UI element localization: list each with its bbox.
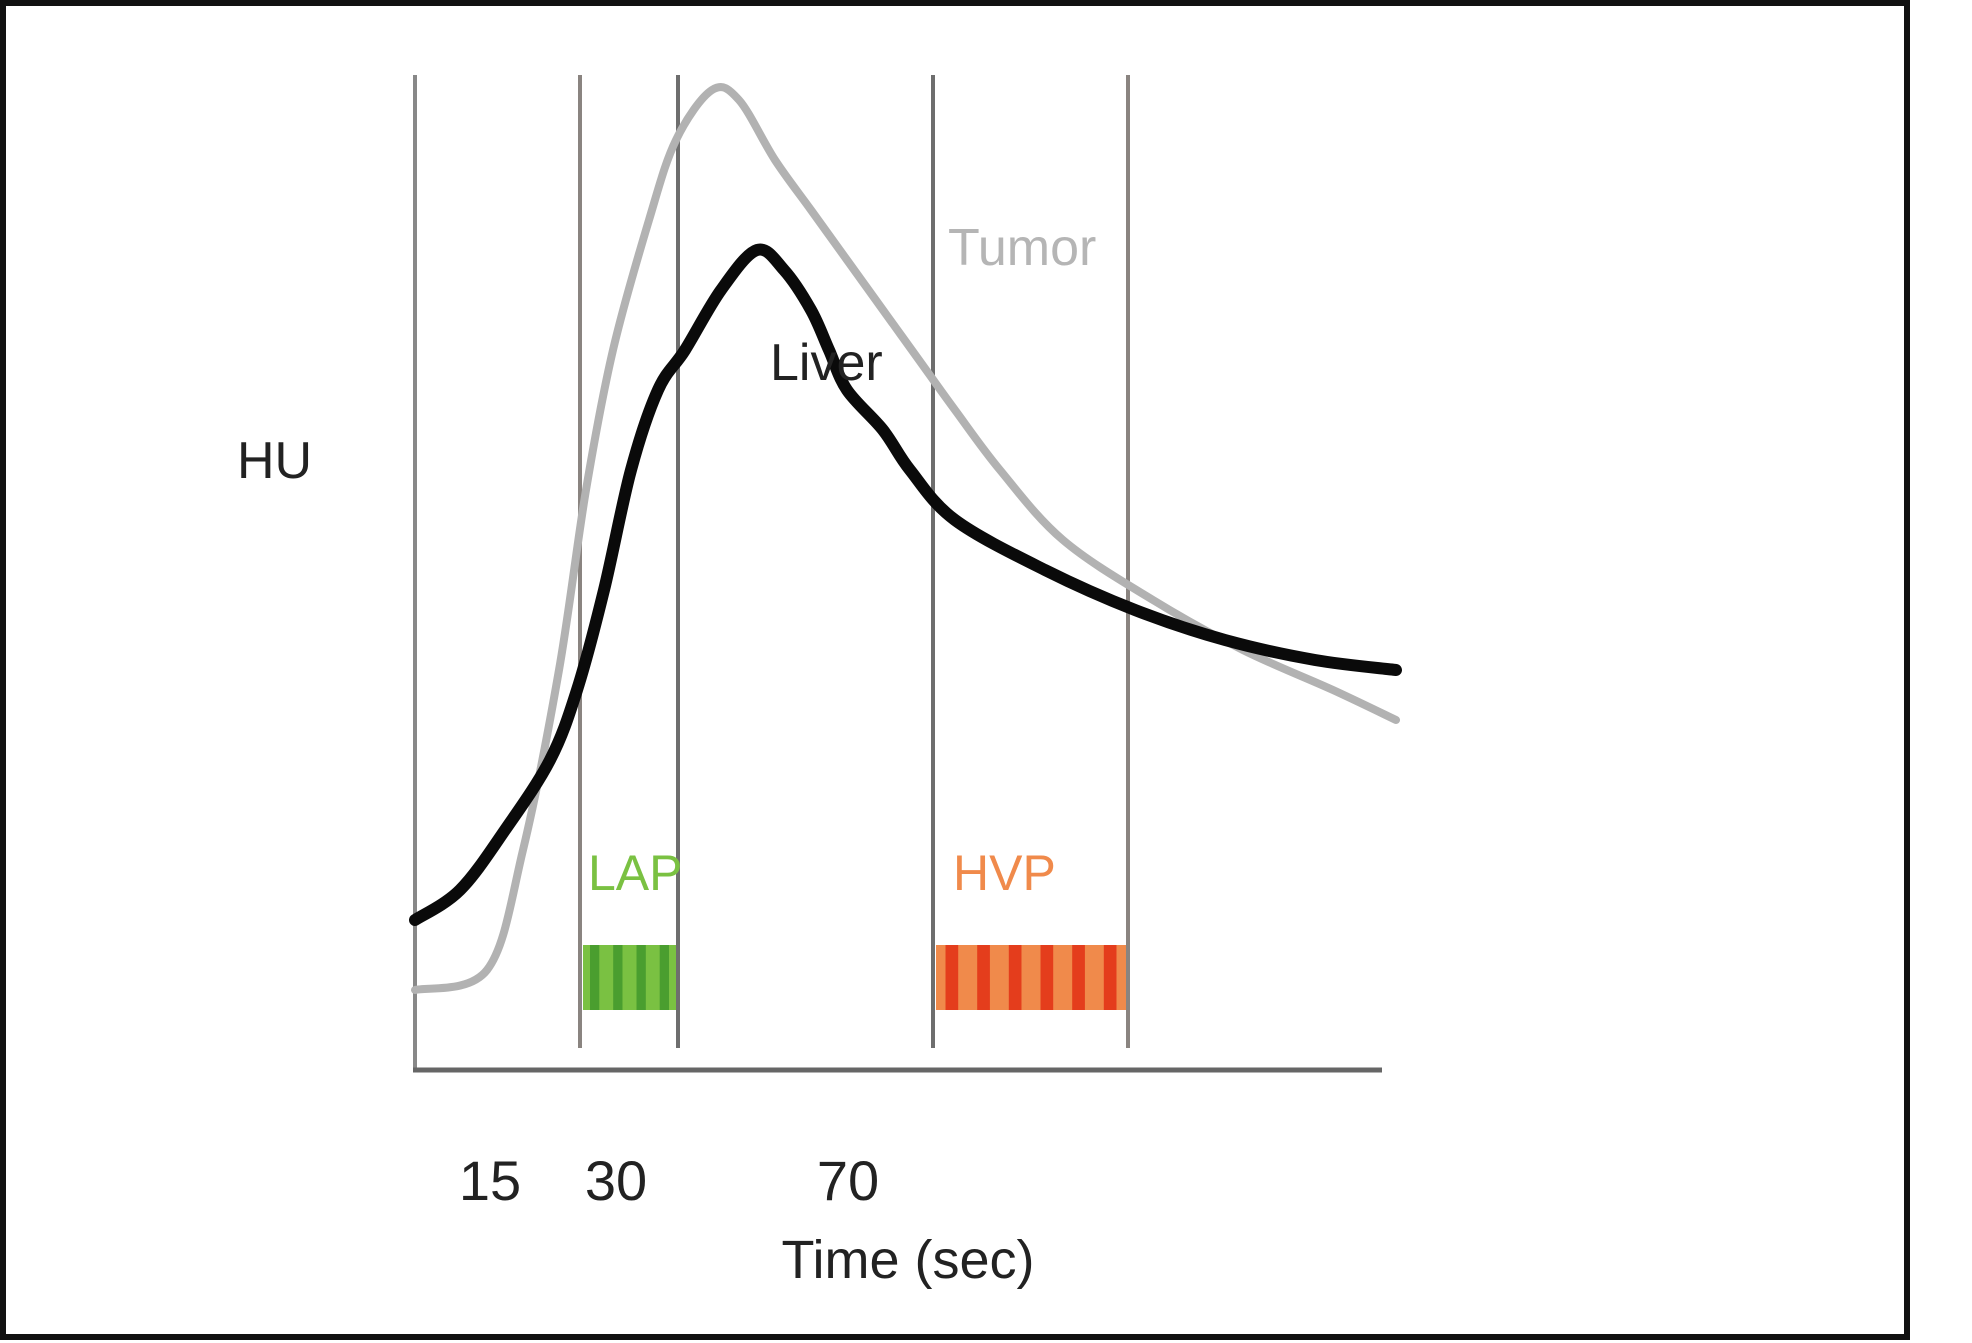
chart-frame [0,0,1910,1340]
lap-bar-stripe [636,945,646,1010]
hvp-bar-stripe [945,945,959,1010]
hvp-bar-stripe [1072,945,1085,1010]
x-tick-label-15: 15 [459,1149,521,1212]
hvp-bar-stripe [1040,945,1054,1010]
series-line-liver [409,243,1402,926]
hvp-bar-stripe [1008,945,1022,1010]
phase-boundary-lines [578,75,1130,1048]
x-tick-label-30: 30 [585,1149,647,1212]
hvp-bar-stripe [977,945,990,1010]
lap-bar-stripe [613,945,623,1010]
series-label-liver: Liver [770,334,883,392]
series-label-tumor: Tumor [948,219,1096,277]
hvp-bar-fill [936,945,1126,1010]
lap-phase-bar [583,945,676,1010]
hvp-bar-stripe [1103,945,1117,1010]
phase-label-hvp: HVP [953,845,1056,901]
y-axis-label: HU [237,432,312,490]
lap-bar-stripe [590,945,600,1010]
x-tick-label-70: 70 [817,1149,879,1212]
series-line-tumor [411,83,1400,994]
x-axis-label: Time (sec) [782,1230,1035,1290]
lap-bar-stripe [659,945,669,1010]
phase-label-lap: LAP [588,845,683,901]
hvp-phase-bar [936,945,1126,1010]
